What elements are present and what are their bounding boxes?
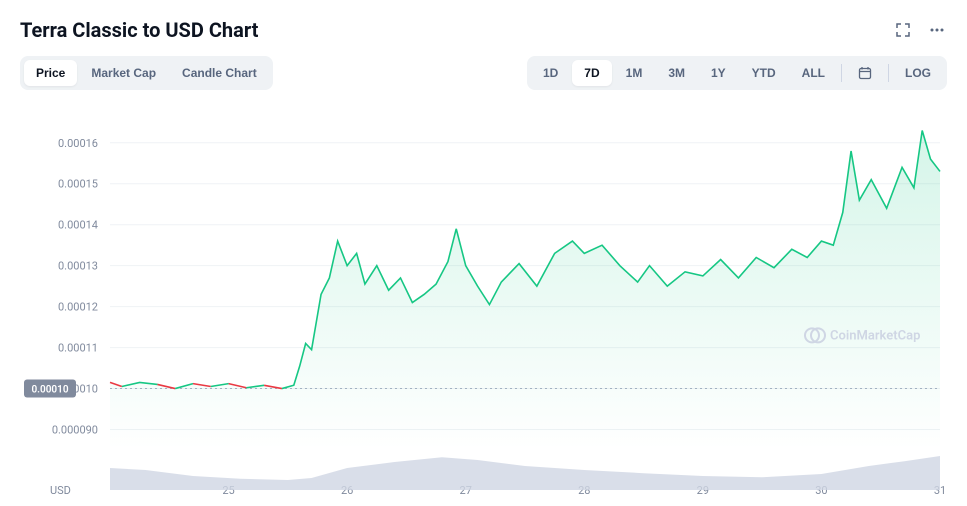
svg-text:0.00012: 0.00012 xyxy=(58,301,98,314)
range-1y[interactable]: 1Y xyxy=(699,60,738,86)
fullscreen-icon[interactable] xyxy=(893,20,913,40)
range-all[interactable]: ALL xyxy=(790,60,837,86)
svg-text:0.00011: 0.00011 xyxy=(58,342,98,355)
svg-text:USD: USD xyxy=(50,484,71,497)
svg-text:0.00016: 0.00016 xyxy=(58,137,98,150)
svg-text:0.00014: 0.00014 xyxy=(58,219,98,232)
range-1m[interactable]: 1M xyxy=(614,60,655,86)
tab-price[interactable]: Price xyxy=(24,60,77,86)
range-ytd[interactable]: YTD xyxy=(740,60,788,86)
range-7d[interactable]: 7D xyxy=(572,60,611,86)
page-title: Terra Classic to USD Chart xyxy=(20,18,258,42)
svg-text:0.00010: 0.00010 xyxy=(31,385,68,396)
range-1d[interactable]: 1D xyxy=(531,60,570,86)
more-icon[interactable] xyxy=(927,20,947,40)
range-3m[interactable]: 3M xyxy=(656,60,697,86)
svg-text:0.00013: 0.00013 xyxy=(58,260,98,273)
price-chart[interactable]: 0.000090 0.00010 0.00011 0.00012 0.00013 0.00… xyxy=(20,100,947,500)
tab-market-cap[interactable]: Market Cap xyxy=(79,60,168,86)
log-toggle[interactable]: LOG xyxy=(893,60,943,86)
chart-type-tabs: PriceMarket CapCandle Chart xyxy=(20,56,273,90)
tab-candle-chart[interactable]: Candle Chart xyxy=(170,60,269,86)
svg-text:0.00015: 0.00015 xyxy=(58,178,98,191)
svg-text:0.000090: 0.000090 xyxy=(52,424,98,437)
calendar-icon[interactable] xyxy=(846,60,884,86)
svg-text:CoinMarketCap: CoinMarketCap xyxy=(830,328,920,343)
range-tabs: 1D7D1M3M1YYTDALL LOG xyxy=(527,56,947,90)
